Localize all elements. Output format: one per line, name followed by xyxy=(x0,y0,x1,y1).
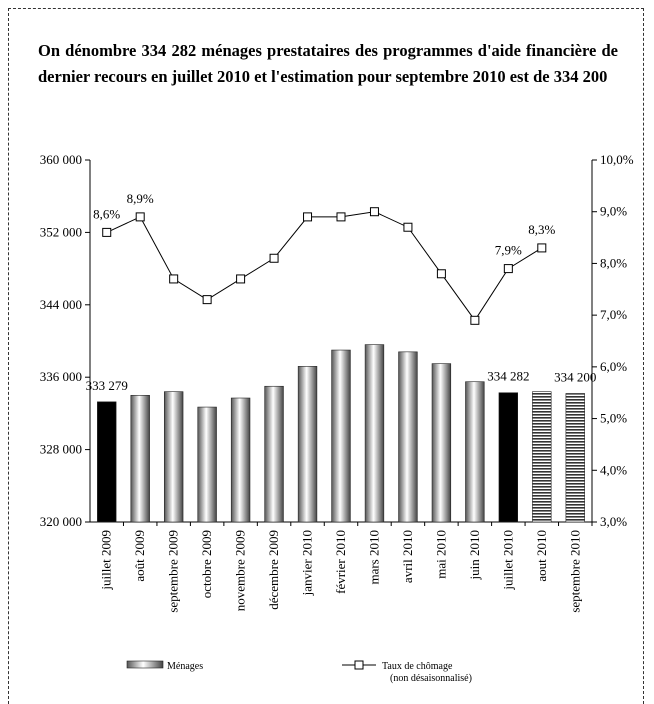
data-label: 334 282 xyxy=(487,369,529,384)
bar xyxy=(364,344,385,523)
legend-label: Taux de chômage xyxy=(382,661,453,672)
legend-note: (non désaisonnalisé) xyxy=(390,673,472,684)
bar xyxy=(331,349,351,523)
x-tick-label: juillet 2010 xyxy=(500,530,515,591)
line-marker xyxy=(269,253,279,263)
x-tick-label: mai 2010 xyxy=(433,530,448,579)
x-tick-label: novembre 2009 xyxy=(233,530,248,611)
line-marker xyxy=(537,243,547,253)
x-tick-label: aout 2010 xyxy=(534,530,549,582)
bar xyxy=(431,363,452,523)
x-tick-label: juillet 2009 xyxy=(99,530,114,591)
y2-tick-label: 6,0% xyxy=(600,359,627,374)
data-label: 8,3% xyxy=(528,222,555,237)
y2-tick-label: 9,0% xyxy=(600,204,627,219)
bar xyxy=(197,406,217,523)
y-tick-label: 320 000 xyxy=(40,514,82,529)
bar xyxy=(498,392,519,523)
x-tick-label: février 2010 xyxy=(333,530,348,594)
y2-tick-label: 7,0% xyxy=(600,307,627,322)
legend-swatch xyxy=(126,660,164,669)
data-label: 8,9% xyxy=(127,191,154,206)
data-label: 8,6% xyxy=(93,206,120,221)
y-tick-label: 360 000 xyxy=(40,152,82,167)
line-marker xyxy=(503,264,513,274)
y2-tick-label: 5,0% xyxy=(600,411,627,426)
line xyxy=(106,211,543,322)
x-tick-label: octobre 2009 xyxy=(199,530,214,598)
line-marker xyxy=(169,274,179,284)
legend-marker xyxy=(354,660,364,670)
data-label: 334 200 xyxy=(554,369,596,384)
y-tick-label: 336 000 xyxy=(40,369,82,384)
x-tick-label: décembre 2009 xyxy=(266,530,281,610)
line-marker xyxy=(470,315,480,325)
y2-tick-label: 10,0% xyxy=(600,152,634,167)
x-tick-label: août 2009 xyxy=(132,530,147,582)
x-tick-label: juin 2010 xyxy=(467,530,482,580)
line-marker xyxy=(202,295,212,305)
data-label: 7,9% xyxy=(495,243,522,258)
bar xyxy=(532,391,552,523)
frame xyxy=(8,8,644,704)
bar xyxy=(130,394,150,523)
x-tick-label: septembre 2009 xyxy=(166,530,181,613)
line-marker xyxy=(102,227,112,237)
x-tick-label: avril 2010 xyxy=(400,530,415,583)
legend-label: Ménages xyxy=(167,661,203,672)
bar xyxy=(163,391,184,523)
chart-title: On dénombre 334 282 ménages prestataires… xyxy=(38,41,618,86)
y-tick-label: 352 000 xyxy=(40,224,82,239)
bar xyxy=(97,401,117,523)
x-tick-label: septembre 2010 xyxy=(567,530,582,613)
y2-tick-label: 8,0% xyxy=(600,255,627,270)
line-marker xyxy=(236,274,246,284)
bar xyxy=(565,393,585,523)
line-marker xyxy=(436,269,446,279)
bar xyxy=(398,351,418,523)
y-tick-label: 344 000 xyxy=(40,297,82,312)
y2-tick-label: 3,0% xyxy=(600,514,627,529)
line-marker xyxy=(403,222,413,232)
y2-tick-label: 4,0% xyxy=(600,462,627,477)
line-marker xyxy=(303,212,313,222)
line-marker xyxy=(336,212,346,222)
line-marker xyxy=(369,207,379,217)
y-tick-label: 328 000 xyxy=(40,442,82,457)
bar xyxy=(465,381,485,523)
bar xyxy=(264,385,284,523)
x-tick-label: janvier 2010 xyxy=(300,530,315,596)
bar xyxy=(297,366,318,523)
x-tick-label: mars 2010 xyxy=(366,530,381,585)
bar xyxy=(230,397,251,523)
data-label: 333 279 xyxy=(86,378,128,393)
line-marker xyxy=(135,212,145,222)
